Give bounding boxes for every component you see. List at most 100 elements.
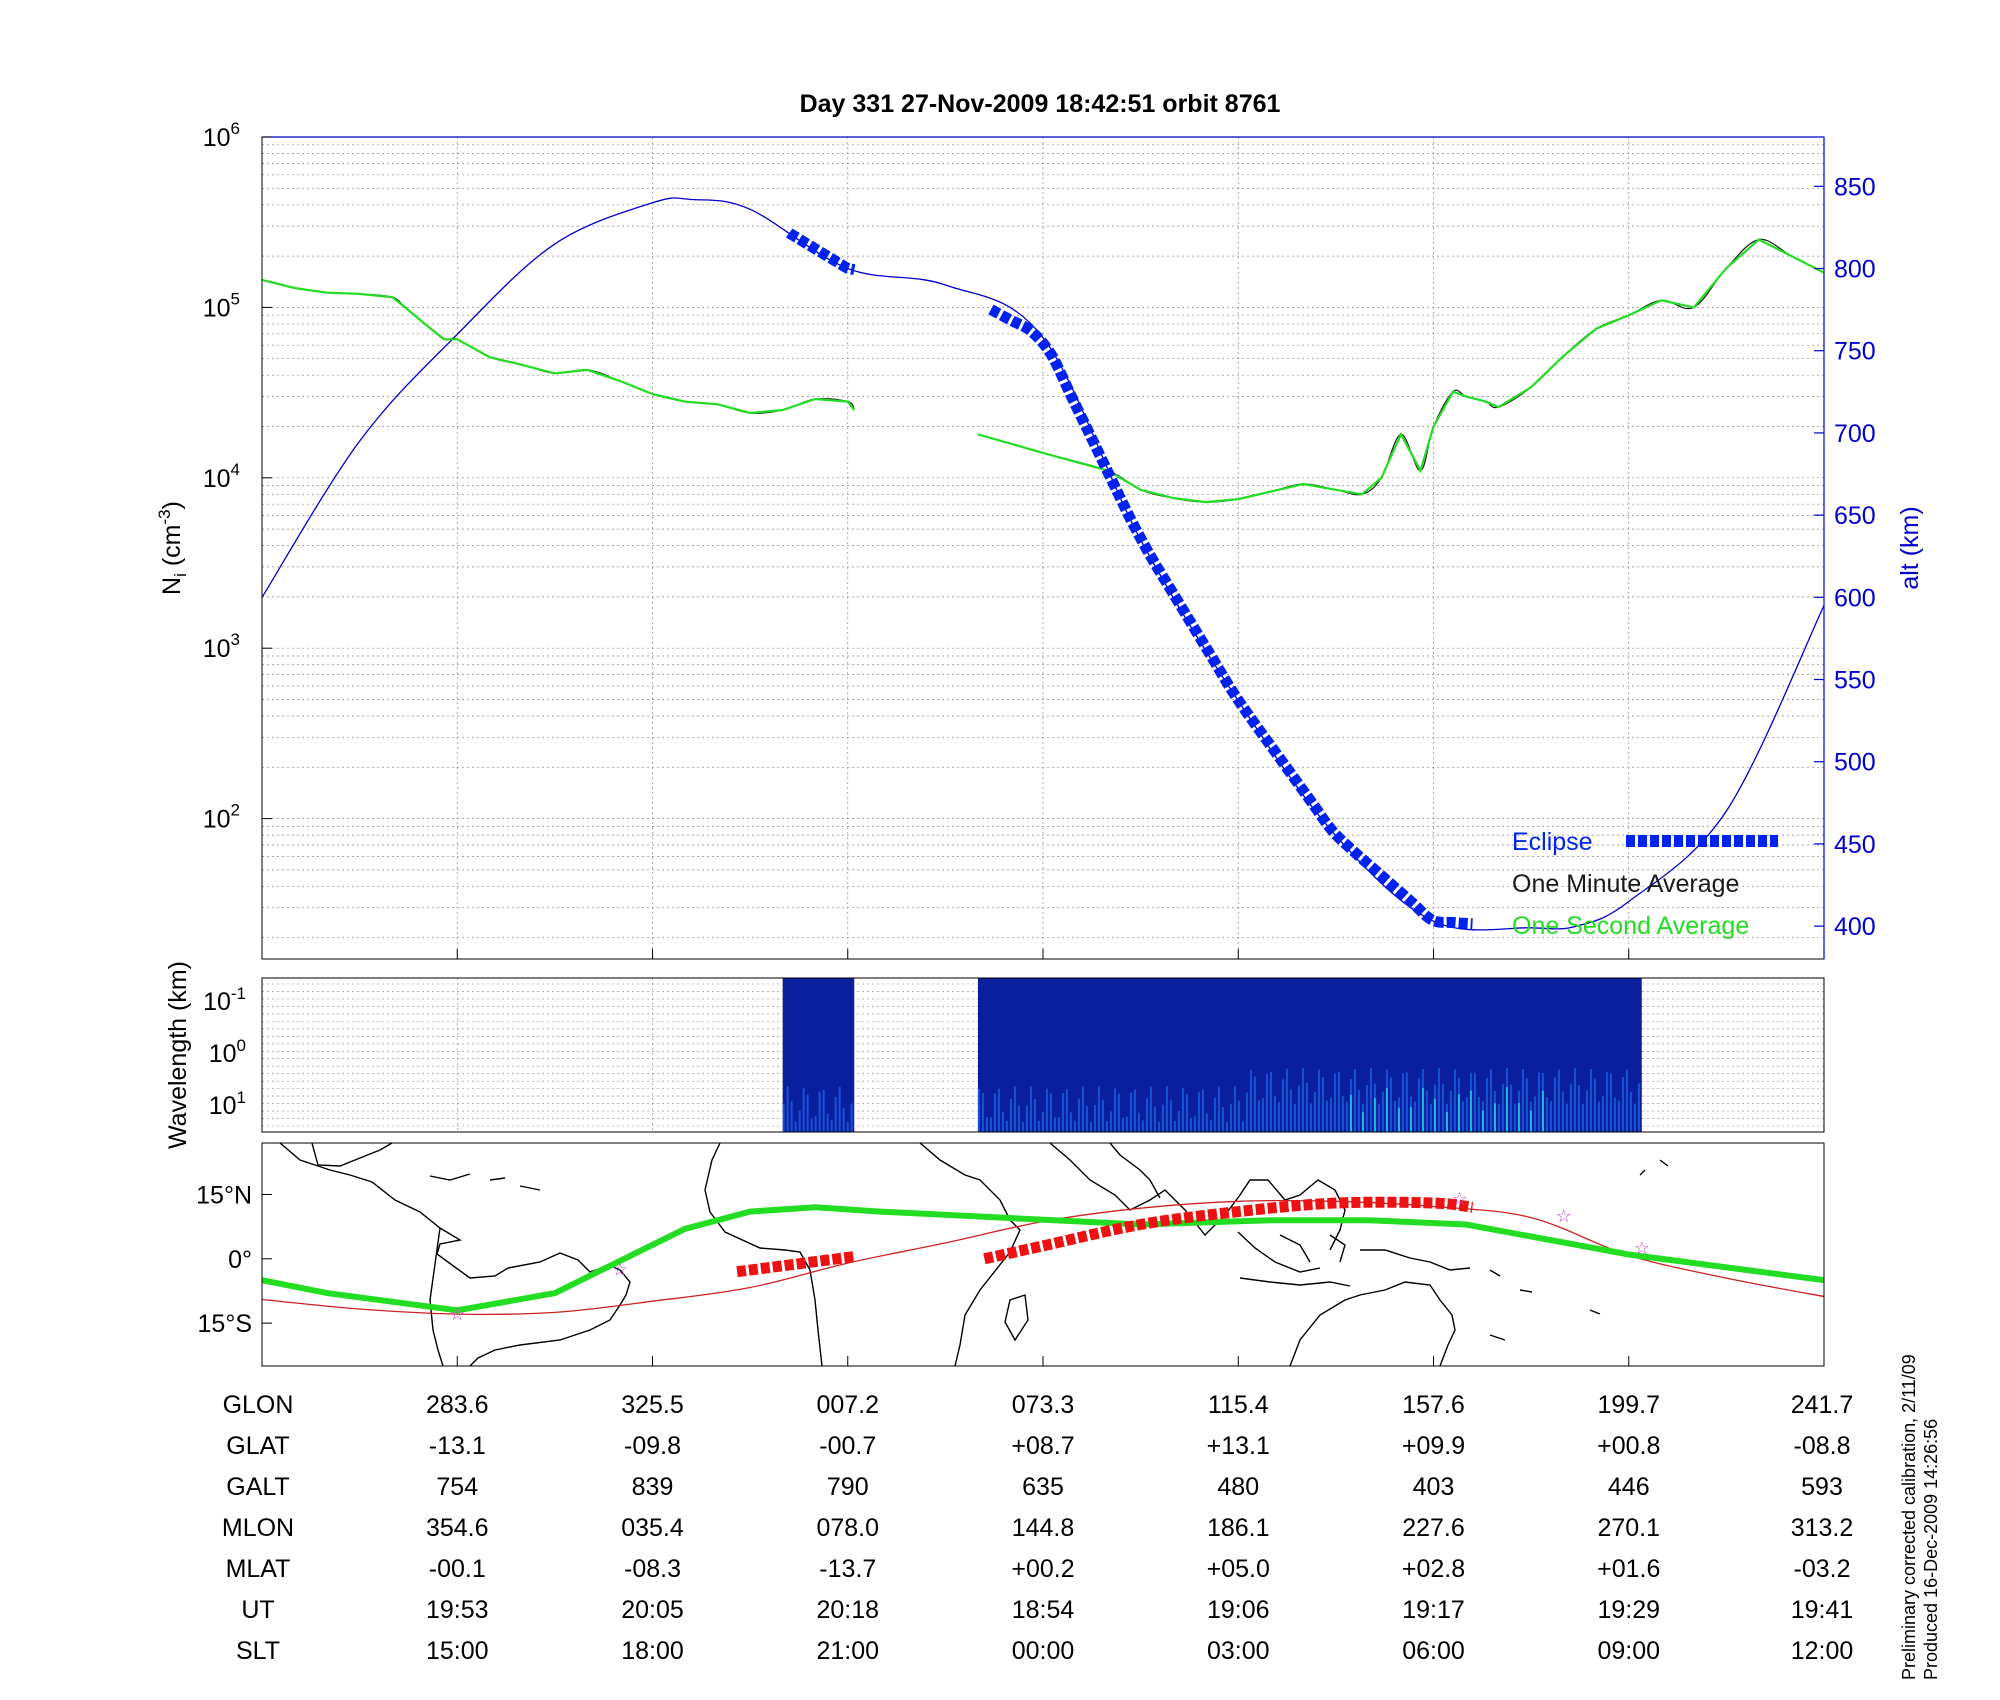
spectrogram-texture xyxy=(1441,1084,1444,1132)
table-cell: 186.1 xyxy=(1207,1514,1270,1542)
spectrogram-texture xyxy=(1501,1084,1504,1132)
spectrogram-texture xyxy=(1325,1100,1328,1132)
spectrogram-texture xyxy=(1081,1086,1084,1132)
table-cell: +05.0 xyxy=(1207,1555,1270,1583)
spectrogram-texture xyxy=(1013,1086,1016,1132)
spectrogram-texture xyxy=(1553,1077,1556,1132)
spectrogram-texture xyxy=(1141,1120,1144,1132)
table-cell: 00:00 xyxy=(1012,1637,1075,1665)
alt-tick-label-9: 850 xyxy=(1834,173,1876,201)
table-cell: -09.8 xyxy=(624,1432,681,1460)
spectrogram-texture xyxy=(1637,1083,1640,1132)
spectrogram-texture xyxy=(1357,1090,1360,1132)
table-cell: +08.7 xyxy=(1011,1432,1074,1460)
spectrogram-texture xyxy=(1369,1068,1372,1132)
spectrogram-texture xyxy=(1545,1097,1548,1132)
one-second-average-segment xyxy=(262,278,856,415)
spectrogram-texture xyxy=(1389,1077,1392,1132)
spectrogram-highlight xyxy=(1349,1094,1352,1132)
spectrogram-texture xyxy=(1317,1069,1320,1132)
spectrogram-texture xyxy=(1381,1091,1384,1132)
table-row-label-ut: UT xyxy=(241,1596,274,1624)
coastline-indonesia xyxy=(1237,1231,1471,1287)
spectrogram-texture xyxy=(1313,1092,1316,1132)
table-cell: 12:00 xyxy=(1791,1637,1854,1665)
spectrogram-texture xyxy=(1609,1073,1612,1132)
spectrogram-texture xyxy=(794,1121,797,1132)
spectrogram-texture xyxy=(1237,1100,1240,1132)
table-cell: 19:41 xyxy=(1791,1596,1854,1624)
spectrogram-texture xyxy=(1613,1097,1616,1132)
spectrogram-texture xyxy=(997,1088,1000,1132)
alt-tick-label-1: 450 xyxy=(1834,831,1876,859)
spectrogram-block xyxy=(782,978,855,1132)
track-star-marker: ☆ xyxy=(1634,1238,1650,1258)
green-trace-line xyxy=(262,1204,1824,1314)
spectrogram-texture xyxy=(1185,1094,1188,1132)
spectrogram-texture xyxy=(1065,1088,1068,1132)
density-plot-content xyxy=(262,197,1824,931)
spectrogram-highlight xyxy=(1493,1103,1496,1132)
table-cell: 19:29 xyxy=(1597,1596,1660,1624)
spectrogram-texture xyxy=(1273,1095,1276,1132)
spectrogram-texture xyxy=(1353,1068,1356,1132)
orbit-data-table: GLON 283.6 325.5 007.2 073.3 115.4 157.6 199.7 2… xyxy=(222,1391,1853,1665)
table-row-label-mlat: MLAT xyxy=(226,1555,291,1583)
density-y-axis-label: Ni (cm-3) xyxy=(155,501,190,595)
alt-axis-label: alt (km) xyxy=(1896,506,1924,589)
table-cell: 19:17 xyxy=(1402,1596,1465,1624)
map-y-tick-label-1: 0° xyxy=(228,1246,252,1274)
spectrogram-highlight xyxy=(1457,1094,1460,1132)
spectrogram-texture xyxy=(850,1103,853,1132)
wavelength-tick-2: 101 xyxy=(209,1088,246,1120)
alt-tick-label-7: 750 xyxy=(1834,338,1876,366)
spectrogram-highlight xyxy=(1469,1090,1472,1132)
spectrogram-texture xyxy=(1537,1072,1540,1132)
table-cell: 15:00 xyxy=(426,1637,489,1665)
spectrogram-texture xyxy=(838,1086,841,1132)
spectrogram-texture xyxy=(989,1117,992,1132)
spectrogram-texture xyxy=(1257,1100,1260,1132)
spectrogram-texture xyxy=(1533,1096,1536,1132)
spectrogram-texture xyxy=(1633,1103,1636,1132)
table-cell: 325.5 xyxy=(621,1391,684,1419)
spectrogram-texture xyxy=(1605,1072,1608,1132)
table-cell: +00.2 xyxy=(1011,1555,1074,1583)
table-cell: 403 xyxy=(1413,1473,1455,1501)
eclipse-segment xyxy=(988,304,1473,930)
spectrogram-texture xyxy=(1301,1068,1304,1132)
spectrogram-texture xyxy=(1561,1091,1564,1132)
spectrogram-texture xyxy=(1037,1120,1040,1132)
table-cell: 839 xyxy=(632,1473,674,1501)
spectrogram-texture xyxy=(1165,1086,1168,1132)
table-cell: 115.4 xyxy=(1208,1391,1269,1419)
spectrogram-texture xyxy=(1017,1105,1020,1132)
density-left-tick-label-2: 104 xyxy=(203,460,240,493)
spectrogram-frame xyxy=(261,977,1825,1133)
spectrogram-texture xyxy=(1149,1086,1152,1132)
spectrogram-texture xyxy=(1473,1072,1476,1132)
spectrogram-texture xyxy=(1085,1106,1088,1132)
spectrogram-texture xyxy=(1217,1086,1220,1132)
table-cell: 313.2 xyxy=(1791,1514,1854,1542)
spectrogram-texture xyxy=(1489,1069,1492,1132)
table-cell: 19:53 xyxy=(426,1596,489,1624)
chart-title: Day 331 27-Nov-2009 18:42:51 orbit 8761 xyxy=(800,90,1281,118)
one-second-average-lines xyxy=(262,238,1824,504)
spectrogram-texture xyxy=(981,1092,984,1132)
spectrogram-texture xyxy=(1289,1089,1292,1132)
table-cell: 18:54 xyxy=(1012,1596,1075,1624)
footer-produced: Produced 16-Dec-2009 14:26:56 xyxy=(1921,1419,1941,1680)
spectrogram-texture xyxy=(1453,1069,1456,1132)
table-cell: 227.6 xyxy=(1402,1514,1465,1542)
spectrogram-texture xyxy=(1401,1073,1404,1132)
spectrogram-texture xyxy=(1033,1099,1036,1132)
table-row-label-mlon: MLON xyxy=(222,1514,294,1542)
density-gridlines xyxy=(262,137,1824,959)
spectrogram-highlight xyxy=(1517,1103,1520,1132)
spectrogram-texture xyxy=(1509,1084,1512,1132)
spectrogram-texture xyxy=(1029,1086,1032,1132)
spectrogram-texture xyxy=(1045,1088,1048,1132)
spectrogram-highlight xyxy=(1361,1112,1364,1132)
